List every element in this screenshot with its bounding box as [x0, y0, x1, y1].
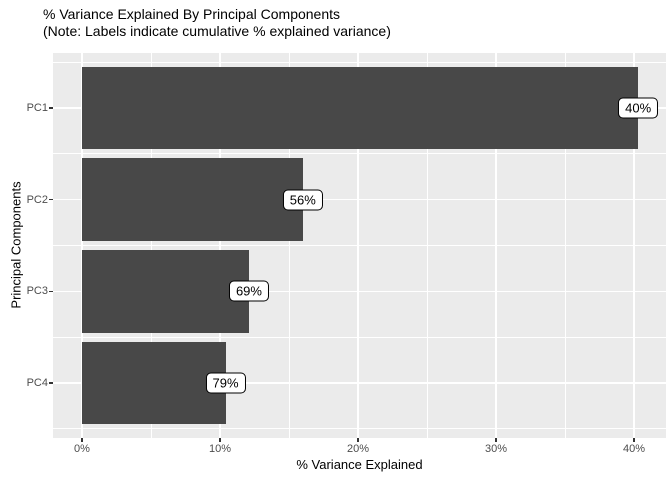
x-tick-label: 20%	[346, 443, 370, 455]
y-tick-mark	[49, 290, 53, 293]
gridline-minor-horizontal	[53, 153, 666, 155]
x-tick-label: 30%	[484, 443, 508, 455]
gridline-minor-horizontal	[53, 245, 666, 246]
x-tick-mark	[357, 438, 359, 442]
y-tick-label: PC3	[26, 285, 48, 298]
y-tick-mark	[49, 198, 53, 201]
bar-PC1	[82, 66, 639, 150]
bar-label-PC3: 69%	[228, 280, 269, 302]
gridline-major-vertical	[495, 53, 497, 438]
x-tick-label: 40%	[622, 443, 646, 455]
gridline-minor-horizontal	[53, 336, 666, 338]
bar-label-PC2: 56%	[282, 189, 323, 211]
gridline-minor-horizontal	[53, 61, 666, 63]
bar-PC2	[82, 158, 303, 241]
gridline-major-horizontal	[53, 382, 666, 384]
bar-PC4	[82, 341, 226, 425]
chart-title: % Variance Explained By Principal Compon…	[43, 6, 341, 22]
x-tick-mark	[81, 438, 83, 442]
y-tick-label: PC2	[26, 193, 48, 206]
x-tick-mark	[495, 438, 497, 442]
gridline-major-vertical	[81, 53, 83, 438]
y-tick-mark	[49, 107, 53, 109]
y-tick-label: PC4	[26, 377, 48, 389]
bar-label-PC1: 40%	[618, 97, 659, 119]
gridline-major-vertical	[633, 53, 635, 438]
y-tick-mark	[49, 382, 53, 384]
gridline-minor-horizontal	[53, 428, 666, 430]
x-axis-title: % Variance Explained	[296, 457, 423, 472]
chart-subtitle: (Note: Labels indicate cumulative % expl…	[43, 23, 391, 39]
gridline-major-horizontal	[53, 290, 666, 293]
gridline-major-vertical	[357, 53, 359, 438]
bar-label-PC4: 79%	[205, 372, 246, 394]
x-tick-mark	[219, 438, 221, 442]
y-tick-label: PC1	[26, 102, 48, 114]
gridline-major-vertical	[219, 53, 221, 438]
x-tick-label: 0%	[74, 443, 90, 455]
x-tick-mark	[633, 438, 635, 442]
gridline-major-horizontal	[53, 198, 666, 201]
bar-PC3	[82, 250, 249, 333]
plot-panel: 40% 56% 69% 79%	[53, 53, 666, 438]
x-tick-label: 10%	[208, 443, 232, 455]
